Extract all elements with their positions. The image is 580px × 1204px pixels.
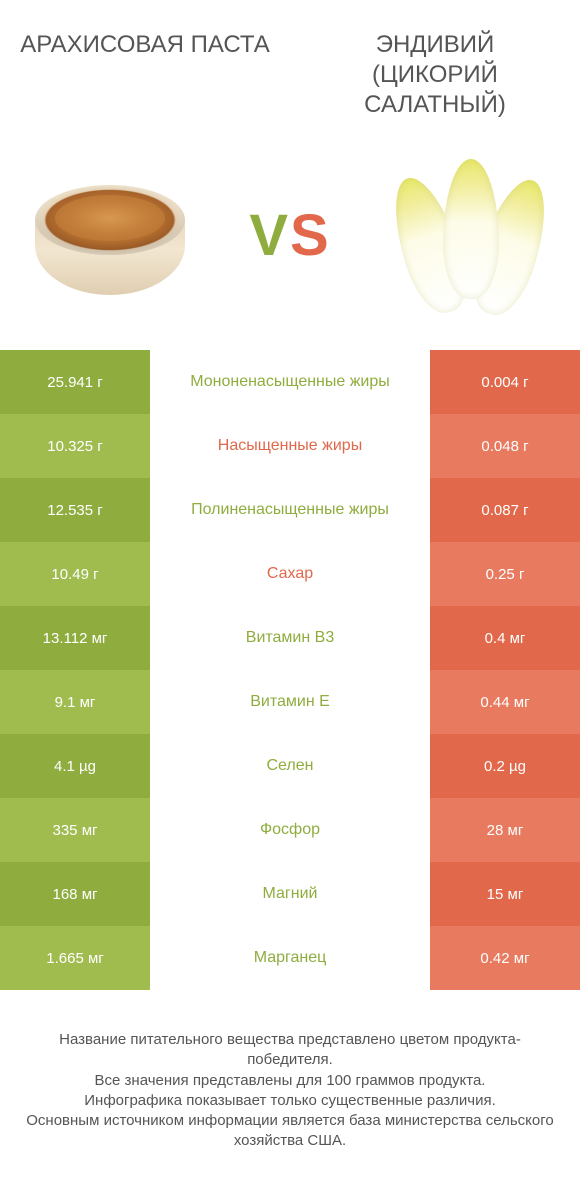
nutrient-label-cell: Сахар	[150, 542, 430, 606]
table-row: 10.325 гНасыщенные жиры0.048 г	[0, 414, 580, 478]
right-value-cell: 0.048 г	[430, 414, 580, 478]
nutrient-label-cell: Магний	[150, 862, 430, 926]
left-food-title: АРАХИСОВАЯ ПАСТА	[20, 30, 270, 120]
footer-line-1: Название питательного вещества представл…	[20, 1030, 560, 1071]
left-value-cell: 25.941 г	[0, 350, 150, 414]
images-row: VS	[0, 130, 580, 350]
vs-label: VS	[249, 202, 330, 269]
nutrient-label-cell: Полиненасыщенные жиры	[150, 478, 430, 542]
table-row: 168 мгМагний15 мг	[0, 862, 580, 926]
peanut-butter-icon	[35, 175, 185, 295]
right-value-cell: 0.44 мг	[430, 670, 580, 734]
right-value-cell: 0.2 µg	[430, 734, 580, 798]
right-value-cell: 0.25 г	[430, 542, 580, 606]
header-row: АРАХИСОВАЯ ПАСТА ЭНДИВИЙ (ЦИКОРИЙ САЛАТН…	[0, 0, 580, 130]
right-value-cell: 0.42 мг	[430, 926, 580, 990]
left-value-cell: 13.112 мг	[0, 606, 150, 670]
table-row: 13.112 мгВитамин B30.4 мг	[0, 606, 580, 670]
right-food-title: ЭНДИВИЙ (ЦИКОРИЙ САЛАТНЫЙ)	[310, 30, 560, 120]
left-value-cell: 168 мг	[0, 862, 150, 926]
nutrient-label-cell: Насыщенные жиры	[150, 414, 430, 478]
table-row: 12.535 гПолиненасыщенные жиры0.087 г	[0, 478, 580, 542]
right-value-cell: 28 мг	[430, 798, 580, 862]
nutrient-label-cell: Витамин B3	[150, 606, 430, 670]
right-value-cell: 15 мг	[430, 862, 580, 926]
footer-line-2: Все значения представлены для 100 граммо…	[20, 1071, 560, 1091]
endive-icon	[395, 155, 545, 315]
nutrient-table: 25.941 гМононенасыщенные жиры0.004 г10.3…	[0, 350, 580, 990]
right-food-image	[390, 155, 550, 315]
table-row: 1.665 мгМарганец0.42 мг	[0, 926, 580, 990]
footer-line-4: Основным источником информации является …	[20, 1111, 560, 1152]
nutrient-label-cell: Фосфор	[150, 798, 430, 862]
footer-notes: Название питательного вещества представл…	[0, 990, 580, 1172]
nutrient-label-cell: Селен	[150, 734, 430, 798]
right-value-cell: 0.087 г	[430, 478, 580, 542]
left-value-cell: 10.49 г	[0, 542, 150, 606]
vs-letter-s: S	[290, 202, 331, 269]
right-value-cell: 0.004 г	[430, 350, 580, 414]
table-row: 10.49 гСахар0.25 г	[0, 542, 580, 606]
table-row: 335 мгФосфор28 мг	[0, 798, 580, 862]
left-value-cell: 9.1 мг	[0, 670, 150, 734]
left-value-cell: 1.665 мг	[0, 926, 150, 990]
nutrient-label-cell: Витамин E	[150, 670, 430, 734]
left-value-cell: 4.1 µg	[0, 734, 150, 798]
left-value-cell: 10.325 г	[0, 414, 150, 478]
table-row: 25.941 гМононенасыщенные жиры0.004 г	[0, 350, 580, 414]
table-row: 9.1 мгВитамин E0.44 мг	[0, 670, 580, 734]
right-value-cell: 0.4 мг	[430, 606, 580, 670]
vs-letter-v: V	[249, 202, 290, 269]
left-value-cell: 335 мг	[0, 798, 150, 862]
left-food-image	[30, 155, 190, 315]
nutrient-label-cell: Мононенасыщенные жиры	[150, 350, 430, 414]
left-value-cell: 12.535 г	[0, 478, 150, 542]
footer-line-3: Инфографика показывает только существенн…	[20, 1091, 560, 1111]
nutrient-label-cell: Марганец	[150, 926, 430, 990]
table-row: 4.1 µgСелен0.2 µg	[0, 734, 580, 798]
infographic-container: АРАХИСОВАЯ ПАСТА ЭНДИВИЙ (ЦИКОРИЙ САЛАТН…	[0, 0, 580, 1204]
